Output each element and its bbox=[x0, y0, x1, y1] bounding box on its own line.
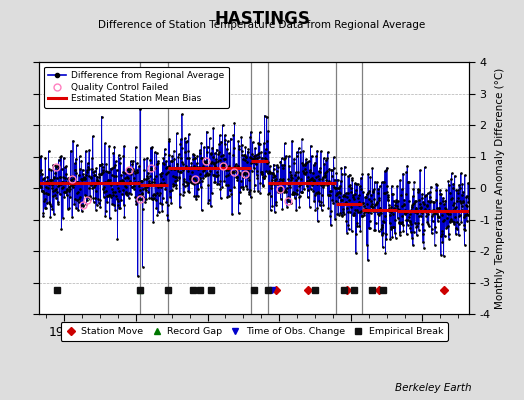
Text: HASTINGS: HASTINGS bbox=[214, 10, 310, 28]
Legend: Station Move, Record Gap, Time of Obs. Change, Empirical Break: Station Move, Record Gap, Time of Obs. C… bbox=[61, 322, 447, 341]
Text: Difference of Station Temperature Data from Regional Average: Difference of Station Temperature Data f… bbox=[99, 20, 425, 30]
Text: Berkeley Earth: Berkeley Earth bbox=[395, 383, 472, 393]
Legend: Difference from Regional Average, Quality Control Failed, Estimated Station Mean: Difference from Regional Average, Qualit… bbox=[44, 66, 228, 108]
Y-axis label: Monthly Temperature Anomaly Difference (°C): Monthly Temperature Anomaly Difference (… bbox=[495, 67, 505, 309]
